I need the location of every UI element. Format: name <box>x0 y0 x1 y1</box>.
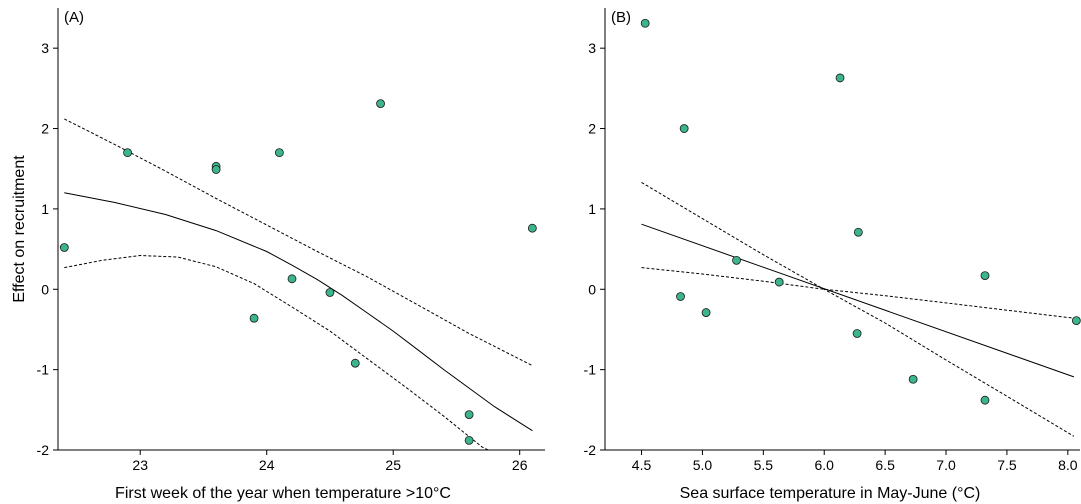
y-tick-label: 3 <box>41 40 49 56</box>
x-tick-label: 24 <box>259 457 275 473</box>
data-point <box>288 275 296 283</box>
x-tick-label: 4.5 <box>632 457 652 473</box>
data-point <box>351 359 359 367</box>
ci-lower-line-a <box>64 256 488 451</box>
data-point <box>981 272 989 280</box>
y-tick-label: 3 <box>588 40 596 56</box>
data-point <box>853 329 861 337</box>
data-point <box>981 396 989 404</box>
y-tick-label: -1 <box>37 362 50 378</box>
x-axis-title-a: First week of the year when temperature … <box>115 485 451 502</box>
y-tick-label: -2 <box>37 442 50 458</box>
data-point <box>641 19 649 27</box>
x-tick-label: 5.5 <box>754 457 774 473</box>
ci-upper-line-a <box>64 119 532 366</box>
data-point <box>124 149 132 157</box>
y-tick-label: 1 <box>588 201 596 217</box>
y-tick-label: 2 <box>41 121 49 137</box>
y-tick-label: 0 <box>41 281 49 297</box>
data-point <box>836 74 844 82</box>
data-point <box>1072 317 1080 325</box>
x-tick-label: 25 <box>385 457 401 473</box>
data-point <box>250 314 258 322</box>
y-tick-label: 2 <box>588 121 596 137</box>
y-tick-label: 1 <box>41 201 49 217</box>
x-tick-label: 6.0 <box>814 457 834 473</box>
fit-line-a <box>64 193 532 431</box>
data-point <box>775 278 783 286</box>
data-point <box>677 293 685 301</box>
data-point <box>465 411 473 419</box>
x-tick-label: 6.5 <box>875 457 895 473</box>
data-point <box>854 228 862 236</box>
data-point <box>465 436 473 444</box>
y-tick-label: -2 <box>584 442 597 458</box>
panel-label-a: (A) <box>64 9 84 26</box>
data-point <box>528 224 536 232</box>
data-point <box>275 149 283 157</box>
x-axis-title-b: Sea surface temperature in May-June (°C) <box>680 485 981 502</box>
x-tick-label: 7.0 <box>936 457 956 473</box>
x-tick-label: 26 <box>512 457 528 473</box>
data-point <box>60 243 68 251</box>
panel-a: (A) Effect on recruitment First week of … <box>11 8 545 502</box>
data-point <box>326 288 334 296</box>
x-tick-label: 8.0 <box>1058 457 1078 473</box>
data-point <box>733 256 741 264</box>
fit-line-b <box>642 224 1074 377</box>
y-tick-label: 0 <box>588 281 596 297</box>
data-point <box>680 125 688 133</box>
y-axis-title-a: Effect on recruitment <box>11 155 28 303</box>
x-tick-label: 23 <box>132 457 148 473</box>
x-tick-label: 7.5 <box>997 457 1017 473</box>
panel-label-b: (B) <box>611 9 631 26</box>
y-tick-label: -1 <box>584 362 597 378</box>
x-tick-label: 5.0 <box>693 457 713 473</box>
data-point <box>909 375 917 383</box>
data-point <box>377 100 385 108</box>
data-point <box>212 166 220 174</box>
data-point <box>702 309 710 317</box>
panel-b: (B) Sea surface temperature in May-June … <box>584 8 1081 502</box>
